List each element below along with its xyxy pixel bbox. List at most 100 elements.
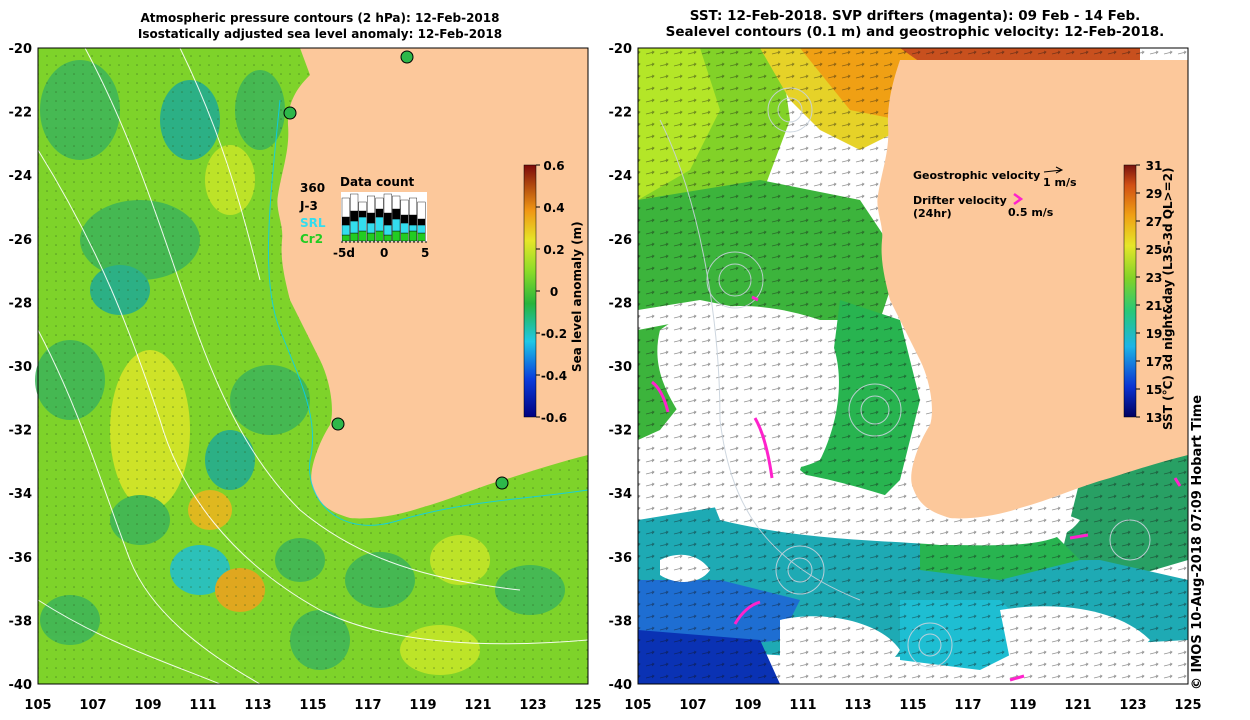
- lat-tick-label: -36: [609, 551, 633, 566]
- imos-credit: © IMOS 10-Aug-2018 07:09 Hobart Time: [1190, 394, 1205, 690]
- lon-tick-label: 111: [789, 698, 816, 713]
- lat-tick-label: -30: [9, 360, 33, 375]
- data-count-bar-segment: [367, 232, 376, 242]
- colorbar-tick-label: 0: [550, 285, 558, 299]
- colorbar-tick-label: 21: [1146, 299, 1163, 313]
- lat-tick-label: -24: [9, 169, 33, 184]
- tide-gauge-marker[interactable]: [331, 417, 345, 431]
- data-count-bar-segment: [350, 232, 359, 242]
- data-count-bar-segment: [392, 195, 401, 210]
- tide-gauge-marker[interactable]: [495, 476, 509, 490]
- legend-j3: J-3: [299, 199, 318, 213]
- sealevel-contours: [659, 87, 1151, 668]
- data-count-bar-segment: [392, 218, 401, 232]
- data-count-bar-segment: [409, 224, 418, 232]
- data-count-bar-segment: [400, 199, 409, 216]
- right-panel-title: SST: 12-Feb-2018. SVP drifters (magenta)…: [640, 8, 1190, 40]
- lat-tick-label: -28: [609, 296, 633, 311]
- colorbar-tick-label: 27: [1146, 215, 1163, 229]
- colorbar-tick-label: 17: [1146, 355, 1163, 369]
- data-count-tick-5: 5: [421, 246, 429, 260]
- colorbar-tick-label: -0.6: [541, 411, 567, 425]
- data-count-bar-segment: [358, 230, 367, 242]
- lat-tick-label: -22: [9, 106, 33, 121]
- colorbar-tick-label: -0.2: [541, 327, 567, 341]
- data-count-bars: [341, 193, 426, 242]
- data-count-bar-segment: [417, 224, 426, 234]
- data-count-tick-0: 0: [380, 246, 388, 260]
- right-title-line1: SST: 12-Feb-2018. SVP drifters (magenta)…: [689, 8, 1141, 24]
- left-title-line1: Atmospheric pressure contours (2 hPa): 1…: [140, 11, 500, 25]
- legend-cr2: Cr2: [300, 232, 323, 246]
- lat-tick-label: -20: [9, 42, 33, 57]
- lat-tick-label: -30: [609, 360, 633, 375]
- lon-tick-label: 117: [954, 698, 981, 713]
- data-count-bar-segment: [417, 218, 426, 226]
- sla-colorbar-label: Sea level anomaly (m): [570, 221, 584, 372]
- right-map-frame: [637, 47, 1189, 685]
- left-map: [35, 47, 589, 685]
- data-count-bar-segment: [417, 232, 426, 242]
- data-count-bar-segment: [341, 234, 350, 242]
- lon-tick-label: 113: [244, 698, 271, 713]
- geostrophic-scale-arrow: [1043, 166, 1064, 174]
- lon-tick-label: 109: [134, 698, 161, 713]
- data-count-bar-segment: [409, 214, 418, 226]
- data-count-bar-segment: [400, 222, 409, 234]
- lat-tick-label: -32: [609, 424, 633, 439]
- colorbar-tick-label: -0.4: [541, 369, 567, 383]
- lon-tick-label: 105: [624, 698, 651, 713]
- left-coast-contour: [267, 99, 589, 526]
- pressure-contours: [37, 47, 589, 685]
- colorbar-tick-label: 23: [1146, 271, 1163, 285]
- tide-gauge-marker[interactable]: [283, 106, 297, 120]
- lat-tick-label: -26: [9, 233, 33, 248]
- lat-tick-label: -32: [9, 424, 33, 439]
- data-count-bar-segment: [383, 212, 392, 226]
- left-panel-title: Atmospheric pressure contours (2 hPa): 1…: [30, 10, 610, 42]
- lon-tick-label: 111: [189, 698, 216, 713]
- data-count-bar-segment: [358, 201, 367, 212]
- colorbar-tick-label: 31: [1146, 159, 1163, 173]
- data-count-bar-segment: [341, 216, 350, 226]
- lat-tick-label: -38: [9, 614, 33, 629]
- data-count-bar-segment: [358, 216, 367, 232]
- lon-tick-label: 121: [1064, 698, 1091, 713]
- right-australia-land: [877, 60, 1188, 519]
- lon-tick-label: 121: [464, 698, 491, 713]
- data-count-inset: [341, 192, 427, 243]
- data-count-bar-segment: [367, 222, 376, 234]
- data-count-bar-segment: [400, 232, 409, 242]
- svp-drifters: [651, 295, 1182, 682]
- lat-tick-label: -38: [609, 614, 633, 629]
- drifter-scale-label: 0.5 m/s: [1008, 206, 1054, 219]
- drifter-scale-arrow: [1013, 192, 1024, 206]
- colorbar-tick-label: 19: [1146, 327, 1163, 341]
- sla-colorbar-ticks: 0.6 0.4 0.2 0 -0.2 -0.4 -0.6: [536, 159, 567, 425]
- lon-tick-label: 115: [299, 698, 326, 713]
- left-title-line2: Isostatically adjusted sea level anomaly…: [137, 27, 503, 41]
- data-count-bar-segment: [341, 224, 350, 236]
- lat-tick-label: -28: [9, 296, 33, 311]
- data-count-bar-segment: [350, 210, 359, 222]
- lat-tick-label: -40: [9, 678, 33, 693]
- sst-colorbar-label: SST (°C) 3d night&day (L3S-3d QL>=2): [1161, 168, 1175, 431]
- lon-tick-label: 113: [844, 698, 871, 713]
- lat-tick-label: -24: [609, 169, 633, 184]
- right-map: [637, 47, 1189, 685]
- data-count-bar-segment: [350, 220, 359, 234]
- lon-tick-label: 117: [354, 698, 381, 713]
- lon-tick-label: 125: [1174, 698, 1201, 713]
- left-map-frame: [37, 47, 589, 685]
- data-count-bar-segment: [367, 212, 376, 224]
- colorbar-tick-label: 25: [1146, 243, 1163, 257]
- tide-gauge-marker[interactable]: [400, 50, 414, 64]
- lat-tick-label: -40: [609, 678, 633, 693]
- drifter-velocity-sublabel: (24hr): [913, 207, 952, 220]
- data-count-bar-segment: [375, 230, 384, 242]
- colorbar-tick-label: 0.6: [543, 159, 564, 173]
- lat-tick-label: -36: [9, 551, 33, 566]
- sst-colorbar: [1123, 164, 1137, 418]
- data-count-bar-segment: [341, 197, 350, 218]
